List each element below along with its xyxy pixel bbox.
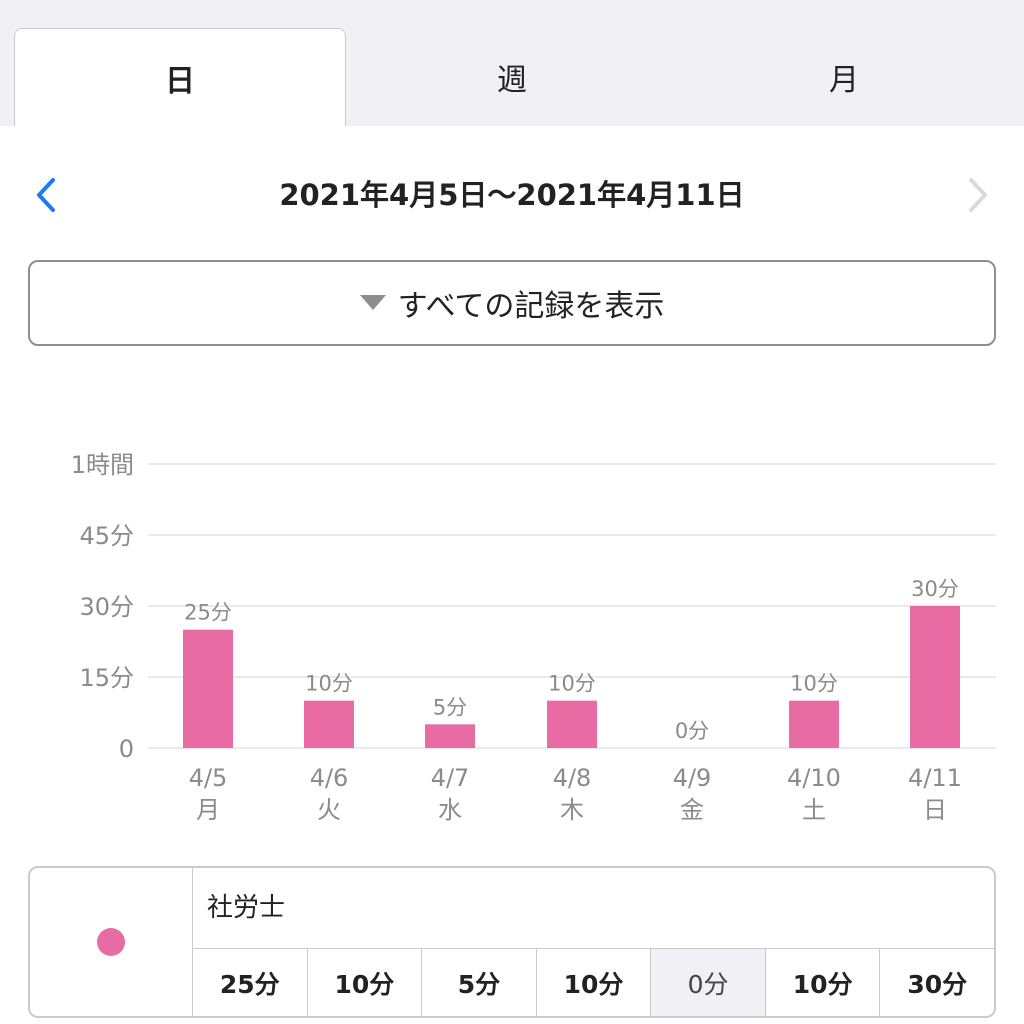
bar-value-label: 5分 (433, 695, 467, 719)
tab-month-label: 月 (829, 63, 859, 98)
x-tick-date-label: 4/9 (673, 764, 712, 792)
x-tick-weekday-label: 日 (923, 796, 947, 824)
daily-value-cell: 10分 (766, 949, 881, 1016)
bar (425, 724, 475, 748)
record-filter-dropdown[interactable]: すべての記録を表示 (28, 260, 996, 346)
bar-value-label: 10分 (790, 672, 838, 696)
next-week-button[interactable] (958, 172, 998, 218)
y-tick-label: 30分 (79, 593, 134, 621)
bar-value-label: 25分 (184, 601, 232, 625)
subject-color-cell (30, 868, 193, 1016)
x-tick-date-label: 4/5 (189, 764, 228, 792)
x-tick-weekday-label: 土 (802, 796, 826, 824)
bar (910, 606, 960, 748)
y-tick-label: 0 (119, 735, 134, 763)
chevron-right-icon (969, 178, 987, 212)
x-tick-date-label: 4/11 (908, 764, 962, 792)
tab-week[interactable]: 週 (346, 28, 678, 126)
prev-week-button[interactable] (26, 172, 66, 218)
x-tick-date-label: 4/8 (553, 764, 592, 792)
bar (789, 700, 839, 748)
subject-name: 社労士 (193, 868, 994, 949)
chevron-left-icon (37, 178, 55, 212)
x-tick-weekday-label: 水 (438, 796, 462, 824)
subject-color-dot-icon (97, 928, 125, 956)
daily-value-cell: 0分 (651, 949, 766, 1016)
daily-value-cell: 25分 (193, 949, 308, 1016)
daily-value-cell: 30分 (907, 969, 968, 999)
triangle-down-icon (359, 295, 386, 311)
x-tick-weekday-label: 月 (196, 796, 220, 824)
bar (304, 700, 354, 748)
bar-value-label: 10分 (305, 672, 353, 696)
bar-value-label: 0分 (675, 719, 709, 743)
x-tick-date-label: 4/10 (787, 764, 841, 792)
y-tick-label: 15分 (79, 664, 134, 692)
bar (547, 700, 597, 748)
date-range-label: 2021年4月5日〜2021年4月11日 (279, 178, 745, 212)
bar-value-label: 10分 (548, 672, 596, 696)
y-tick-label: 45分 (79, 522, 134, 550)
record-table: 社労士 25分 10分 5分 10分 0分 10分 30分 (28, 866, 996, 1018)
tab-day-label: 日 (165, 63, 195, 99)
period-tab-bar: 日 週 月 (0, 0, 1024, 126)
daily-values-row: 25分 10分 5分 10分 0分 10分 30分 (193, 949, 994, 1016)
bar (183, 629, 233, 748)
daily-study-time-chart: 0 15分 30分 45分 1時間 25分 4/5 月 10分 4/6 火 5分 4/7 水 10分 4/8 木… (71, 451, 996, 824)
daily-value-cell: 5分 (422, 949, 537, 1016)
x-tick-weekday-label: 火 (317, 796, 341, 824)
y-tick-label: 1時間 (71, 451, 134, 479)
tab-month[interactable]: 月 (678, 28, 1010, 126)
x-tick-weekday-label: 金 (680, 796, 704, 824)
x-tick-date-label: 4/6 (310, 764, 349, 792)
daily-value-cell: 10分 (537, 949, 652, 1016)
x-tick-weekday-label: 木 (560, 796, 584, 824)
tab-week-label: 週 (497, 63, 527, 98)
filter-label: すべての記録を表示 (397, 289, 665, 324)
tab-day[interactable]: 日 (14, 28, 346, 126)
x-tick-date-label: 4/7 (431, 764, 470, 792)
bar-value-label: 30分 (911, 577, 959, 601)
daily-value-cell: 10分 (308, 949, 423, 1016)
